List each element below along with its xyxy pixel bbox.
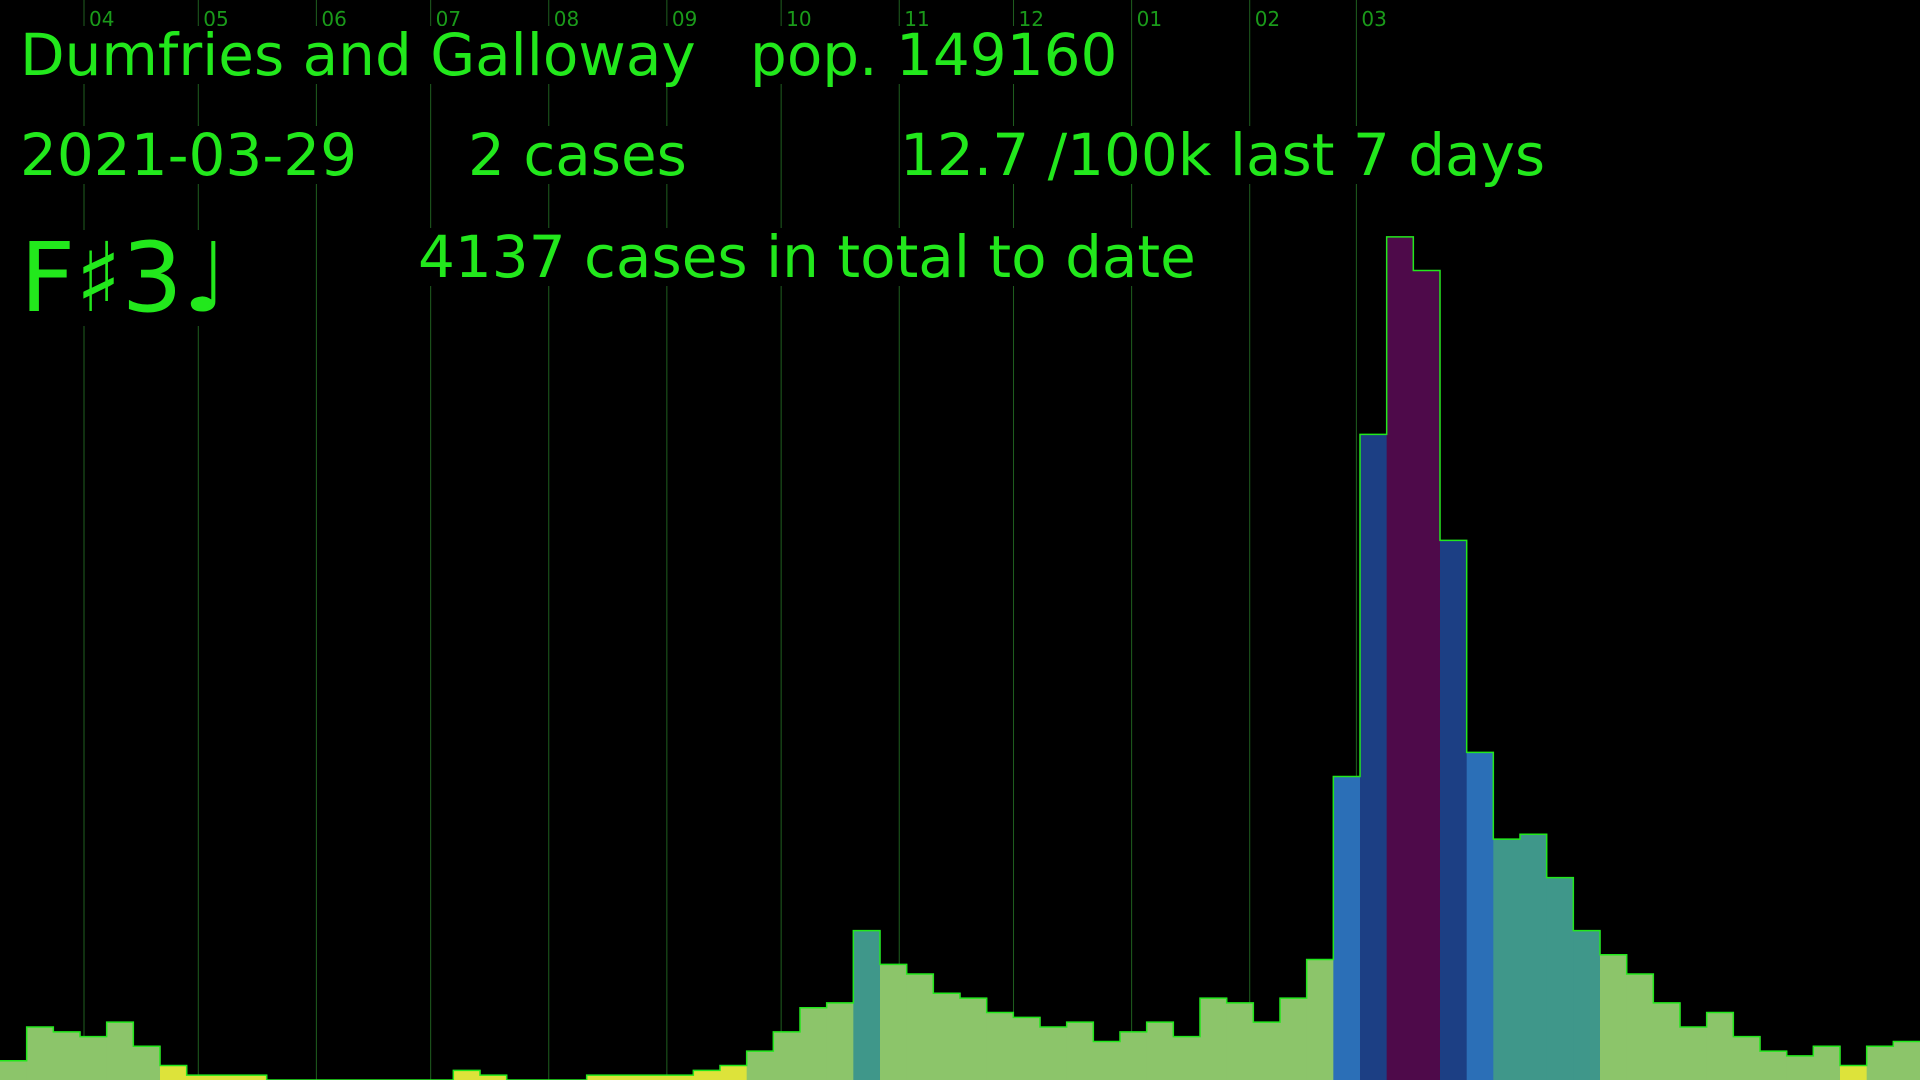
case-bar bbox=[186, 1075, 214, 1080]
case-bar bbox=[1200, 998, 1228, 1080]
case-bar bbox=[986, 1012, 1014, 1080]
case-bar bbox=[53, 1031, 81, 1080]
case-bar bbox=[1520, 834, 1548, 1080]
month-tick-label: 03 bbox=[1361, 7, 1386, 31]
case-bar bbox=[1040, 1027, 1068, 1080]
case-bar bbox=[746, 1051, 774, 1080]
case-bar bbox=[1466, 752, 1494, 1080]
case-bar bbox=[240, 1075, 268, 1080]
case-bar bbox=[1600, 954, 1628, 1080]
case-bar bbox=[640, 1075, 668, 1080]
case-bar bbox=[1653, 1002, 1681, 1080]
date-label: 2021-03-29 bbox=[20, 121, 358, 189]
case-bar bbox=[1146, 1022, 1174, 1080]
daily-cases-label: 2 cases bbox=[468, 121, 687, 189]
case-bar bbox=[720, 1065, 748, 1080]
month-tick-label: 01 bbox=[1137, 7, 1162, 31]
case-bar bbox=[613, 1075, 641, 1080]
case-bar bbox=[80, 1036, 108, 1080]
case-bar bbox=[1306, 959, 1334, 1080]
case-bar bbox=[666, 1075, 694, 1080]
case-bar bbox=[133, 1046, 161, 1080]
bar-layer bbox=[0, 236, 1920, 1080]
case-bar bbox=[1173, 1036, 1201, 1080]
case-bar bbox=[800, 1007, 828, 1080]
case-bar bbox=[1386, 236, 1414, 1080]
case-outline-line bbox=[0, 236, 1920, 1080]
case-bar bbox=[773, 1031, 801, 1080]
case-bar bbox=[1413, 270, 1441, 1080]
case-bar bbox=[1546, 877, 1574, 1080]
case-bar bbox=[26, 1027, 54, 1080]
rate-label: 12.7 /100k last 7 days bbox=[900, 121, 1546, 189]
case-bar bbox=[1626, 974, 1654, 1080]
case-bar bbox=[453, 1070, 481, 1080]
case-bar bbox=[1120, 1031, 1148, 1080]
case-bar bbox=[1493, 839, 1521, 1080]
case-bar bbox=[1786, 1055, 1814, 1080]
case-bar bbox=[1253, 1022, 1281, 1080]
case-bar bbox=[1226, 1002, 1254, 1080]
case-bar bbox=[933, 993, 961, 1080]
case-bar bbox=[1093, 1041, 1121, 1080]
case-bar bbox=[1733, 1036, 1761, 1080]
case-bar bbox=[1706, 1012, 1734, 1080]
month-tick-label: 02 bbox=[1255, 7, 1280, 31]
case-bar bbox=[1333, 776, 1361, 1080]
case-bar bbox=[693, 1070, 721, 1080]
region-name: Dumfries and Galloway bbox=[20, 21, 696, 89]
case-bar bbox=[0, 1060, 28, 1080]
case-bar bbox=[213, 1075, 241, 1080]
case-bar bbox=[1280, 998, 1308, 1080]
case-bar bbox=[1893, 1041, 1920, 1080]
case-bar bbox=[1360, 434, 1388, 1080]
case-bar bbox=[1573, 930, 1601, 1080]
case-bar bbox=[480, 1075, 508, 1080]
case-bar bbox=[160, 1065, 188, 1080]
musical-note-label: F♯3♩ bbox=[20, 222, 229, 334]
case-bar bbox=[1440, 540, 1468, 1080]
case-bar bbox=[1813, 1046, 1841, 1080]
case-bar bbox=[960, 998, 988, 1080]
case-bar bbox=[880, 964, 908, 1080]
case-bar bbox=[1066, 1022, 1094, 1080]
case-bar bbox=[1840, 1065, 1868, 1080]
case-bar bbox=[826, 1002, 854, 1080]
population-label: pop. 149160 bbox=[750, 21, 1118, 89]
case-bar bbox=[853, 930, 881, 1080]
case-bar bbox=[1680, 1027, 1708, 1080]
total-cases-label: 4137 cases in total to date bbox=[418, 223, 1196, 291]
case-bar bbox=[1760, 1051, 1788, 1080]
case-bar bbox=[906, 974, 934, 1080]
case-bar bbox=[1866, 1046, 1894, 1080]
case-bar bbox=[106, 1022, 134, 1080]
case-bar bbox=[586, 1075, 614, 1080]
case-bar bbox=[1013, 1017, 1041, 1080]
